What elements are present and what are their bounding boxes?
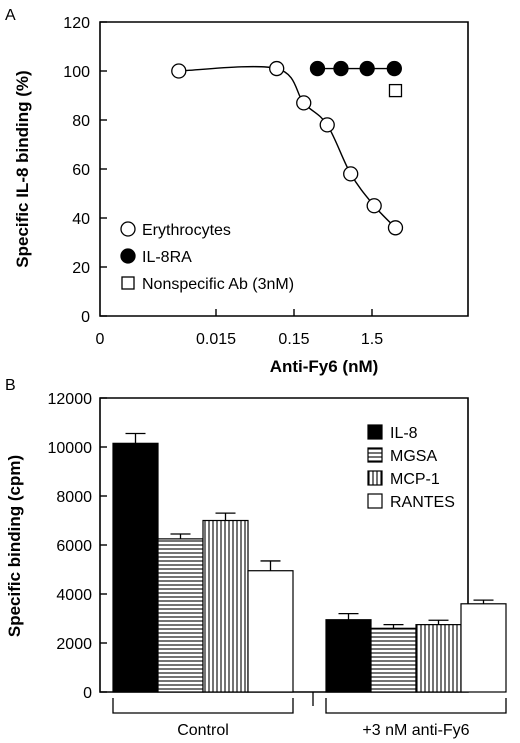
y-tick-label: 80 <box>72 113 90 130</box>
group-bracket <box>325 698 507 714</box>
data-point-circle <box>366 198 382 214</box>
y-tick-label: 120 <box>63 15 90 32</box>
y-tick-label: 4000 <box>56 587 92 604</box>
legend-label: MGSA <box>390 448 437 465</box>
data-point-circle <box>333 60 349 77</box>
data-point-circle <box>343 166 359 182</box>
panel-b: B 0 2000 4000 6000 8000 10000 12000 Specific b… <box>5 377 507 739</box>
legend-label: IL-8 <box>390 425 418 442</box>
legend-marker-circle <box>120 221 136 237</box>
y-tick-label: 60 <box>72 162 90 179</box>
panel-a-legend: Erythrocytes IL-8RA Nonspecific Ab (3nM) <box>120 221 294 293</box>
y-tick-label: 6000 <box>56 538 92 555</box>
legend-label: RANTES <box>390 494 455 511</box>
y-tick-label: 10000 <box>48 440 93 457</box>
group-bracket <box>112 698 294 714</box>
data-point-square <box>388 83 403 98</box>
y-tick-label: 20 <box>72 260 90 277</box>
bar <box>247 570 294 693</box>
group-label: Control <box>177 722 229 739</box>
bar <box>370 627 417 693</box>
x-tick-label: 0.015 <box>196 331 236 348</box>
data-point-circle <box>386 60 402 77</box>
legend-marker-circle <box>120 248 136 264</box>
series-line-0 <box>178 65 396 229</box>
x-tick-label: 1.5 <box>361 331 383 348</box>
group-label: +3 nM anti-Fy6 <box>362 722 469 739</box>
panel-a-x-axis-label: Anti-Fy6 (nM) <box>270 357 379 376</box>
y-tick-label: 0 <box>83 685 92 702</box>
data-point-circle <box>171 63 187 79</box>
data-point-circle <box>269 60 285 77</box>
data-point-circle <box>296 95 312 111</box>
bar <box>202 519 249 693</box>
panel-a: A 0 20 40 60 80 100 120 0 0.015 0.15 1.5 Specific… <box>5 7 469 376</box>
y-tick-label: 100 <box>63 64 90 81</box>
bar <box>415 624 462 693</box>
legend-swatch <box>367 470 383 486</box>
data-point-circle <box>359 60 375 77</box>
data-point-circle <box>319 117 335 133</box>
panel-a-label: A <box>5 7 16 24</box>
panel-b-y-axis-label: Specific binding (cpm) <box>5 455 24 637</box>
data-point-circle <box>387 220 404 236</box>
panel-b-legend: IL-8 MGSA MCP-1 RANTES <box>367 424 455 511</box>
legend-label: IL-8RA <box>142 249 192 266</box>
x-tick-label: 0 <box>96 331 105 348</box>
y-tick-label: 8000 <box>56 489 92 506</box>
data-point-circle <box>309 60 326 77</box>
y-tick-label: 0 <box>81 309 90 326</box>
panel-a-y-axis-label: Specific IL-8 binding (%) <box>13 70 32 267</box>
panel-a-axes-frame <box>99 21 469 317</box>
y-tick-label: 12000 <box>48 391 93 408</box>
legend-swatch <box>367 447 383 463</box>
y-tick-label: 2000 <box>56 636 92 653</box>
legend-label: MCP-1 <box>390 471 440 488</box>
legend-swatch <box>367 424 383 440</box>
bar <box>157 538 204 693</box>
bar <box>325 619 372 693</box>
y-tick-label: 40 <box>72 211 90 228</box>
bar <box>460 603 507 693</box>
bar <box>112 442 159 693</box>
legend-label: Nonspecific Ab (3nM) <box>142 276 294 293</box>
panel-b-label: B <box>5 377 16 394</box>
legend-swatch <box>367 493 383 509</box>
legend-marker-square <box>121 276 135 290</box>
legend-label: Erythrocytes <box>142 222 231 239</box>
x-tick-label: 0.15 <box>278 331 309 348</box>
